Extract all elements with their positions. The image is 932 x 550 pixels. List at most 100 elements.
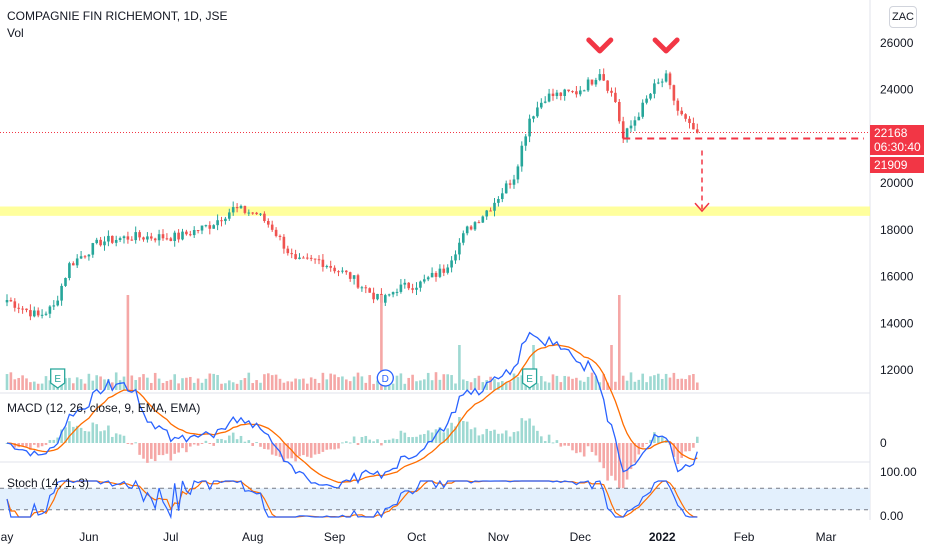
volume-bar [21,375,24,390]
macd-histogram-bar [107,425,110,443]
candle-body [649,93,652,99]
macd-histogram-bar [212,443,215,446]
macd-histogram-bar [637,443,641,455]
event-marker-label: E [54,374,61,385]
volume-bar [150,382,153,390]
macd-histogram-bar [653,432,656,443]
countdown-value: 06:30:40 [874,140,921,154]
volume-bar [395,375,399,390]
volume-bar [243,378,247,390]
candle-body [465,226,469,234]
symbol-title[interactable]: COMPAGNIE FIN RICHEMONT, 1D, JSE [7,9,228,23]
macd-histogram-bar [286,443,290,459]
volume-bar [356,372,360,390]
y-tick-label: 24000 [880,83,914,97]
candle-body [485,210,488,217]
volume-bar [263,374,266,390]
volume-bar [212,373,215,390]
candle-body [122,236,126,239]
macd-histogram-bar [333,443,336,450]
macd-histogram-bar [625,443,629,480]
macd-histogram-bar [501,433,504,443]
candle-body [399,284,403,292]
candle-body [684,114,687,119]
macd-histogram-bar [684,443,687,452]
volume-bar [547,382,551,390]
candle-body [25,308,28,311]
x-tick-label: Mar [816,530,837,544]
macd-histogram-bar [524,420,527,443]
candle-body [575,91,578,95]
macd-histogram-bar [649,439,652,443]
macd-histogram-bar [75,425,79,443]
currency-badge[interactable]: ZAC [889,6,917,28]
candle-body [173,232,176,241]
macd-histogram-bar [384,440,387,443]
volume-bar [114,372,118,390]
volume-bar [434,372,438,390]
macd-histogram-bar [618,443,621,488]
macd-histogram-bar [567,443,570,446]
candle-body [267,220,270,225]
macd-histogram-bar [103,430,106,443]
candle-body [337,271,340,273]
macd-histogram-bar [660,437,664,443]
candle-body [462,233,465,243]
volume-bar [224,383,227,390]
earnings-marker [521,368,538,389]
candle-body [325,266,329,268]
candle-body [606,80,609,91]
candle-body [185,231,188,235]
macd-histogram-bar [462,421,465,443]
volume-bar [407,377,410,390]
candle-body [641,102,644,117]
macd-histogram-bar [372,441,375,443]
candle-body [508,183,512,185]
candle-body [481,216,485,223]
candle-body [111,235,114,243]
macd-histogram-bar [302,443,305,456]
volume-bar [294,378,297,390]
candle-body [247,212,251,214]
volume-bar [44,376,48,390]
macd-histogram-bar [465,421,469,443]
macd-histogram-bar [520,418,524,443]
macd-histogram-bar [153,443,157,462]
candle-body [231,207,235,213]
candle-body [36,310,40,316]
macd-histogram-bar [146,443,149,463]
volume-bar [337,377,340,390]
candle-body [489,210,492,212]
candle-body [633,120,637,126]
macd-histogram-bar [169,443,173,461]
candle-body [618,101,621,122]
macd-histogram-bar [263,443,266,449]
candle-body [680,110,683,115]
candle-body [309,257,313,259]
volume-bar [442,374,446,390]
candle-body [255,212,258,215]
macd-histogram-bar [95,424,98,443]
macd-histogram-bar [317,443,321,454]
macd-histogram-bar [364,435,368,443]
volume-bar [419,380,422,390]
candle-body [501,193,504,200]
candle-body [625,128,629,139]
volume-bar [481,382,485,390]
volume-bar [83,383,87,390]
candle-body [528,118,531,137]
volume-bar [485,380,488,390]
volume-bar [676,378,680,390]
candle-body [426,277,430,280]
candle-body [17,307,20,309]
volume-bar [610,345,613,390]
volume-bar [403,383,407,390]
candle-body [192,230,196,236]
volume-bar [368,375,371,390]
candle-body [142,237,145,240]
macd-histogram-bar [111,436,114,443]
macd-histogram-bar [68,421,71,443]
macd-histogram-bar [395,439,399,443]
candle-body [434,272,438,277]
